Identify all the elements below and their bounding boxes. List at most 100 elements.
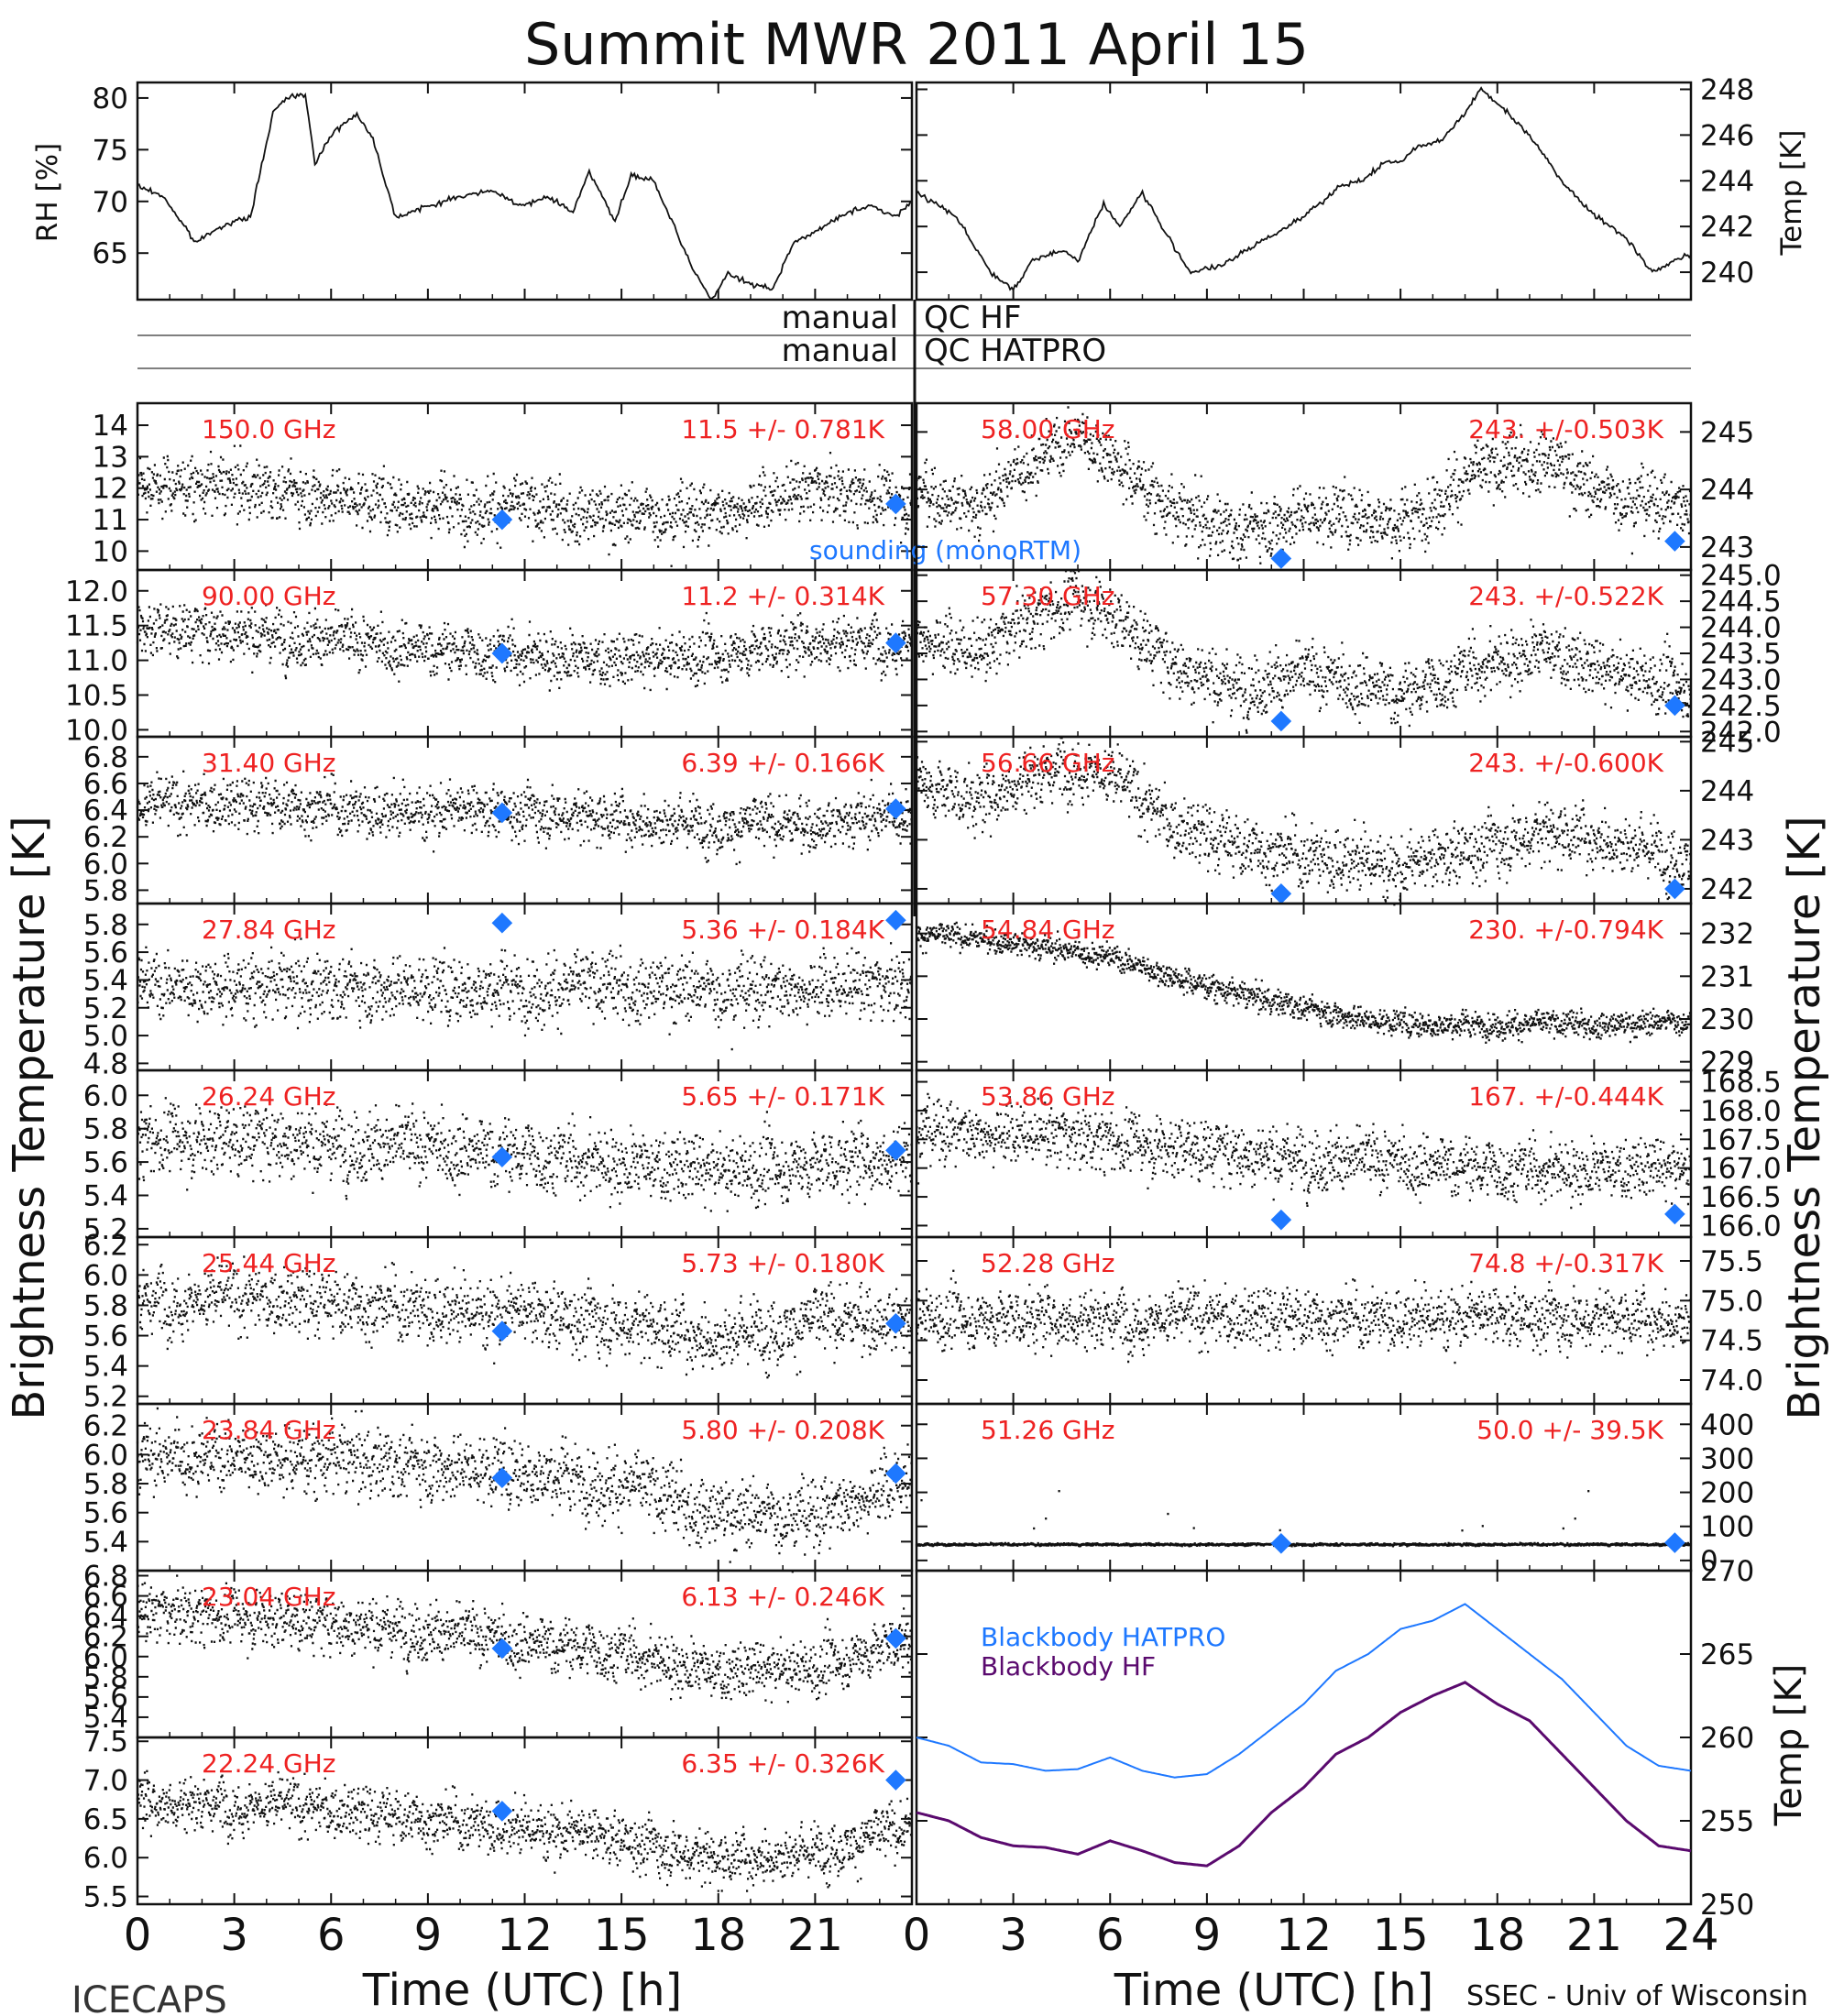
- x-tick-label: 18: [690, 1910, 746, 1961]
- channel-label: 22.24 GHz: [202, 1748, 336, 1779]
- sounding-marker: [885, 1769, 906, 1791]
- y-tick-label: 300: [1700, 1442, 1754, 1475]
- rh-axis-label: RH [%]: [31, 143, 64, 242]
- y-tick-label: 243: [1700, 531, 1754, 564]
- y-tick-label: 230: [1700, 1003, 1754, 1036]
- sounding-marker: [1270, 548, 1292, 569]
- panel-f5484: 229 230 231 232 54.84 GHz 230. +/-0.794K: [915, 902, 1754, 1079]
- data-points: [136, 1255, 913, 1379]
- y-tick-label: 244: [1700, 165, 1754, 198]
- y-tick-label: 6.8: [83, 741, 128, 774]
- y-tick-label: 232: [1700, 918, 1754, 951]
- x-tick-label: 3: [999, 1910, 1027, 1961]
- channel-stat: 230. +/-0.794K: [1468, 915, 1663, 945]
- y-tick-label: 65: [93, 237, 128, 270]
- qc-hatpro-label: QC HATPRO: [924, 333, 1106, 369]
- panel-f5666: 242 243 244 245 56.66 GHz 243. +/-0.600K: [915, 726, 1754, 906]
- y-tick-label: 11.5: [65, 610, 128, 643]
- sounding-marker: [1664, 695, 1685, 717]
- y-tick-label: 229: [1700, 1046, 1754, 1079]
- sounding-marker: [491, 1320, 513, 1342]
- sounding-marker: [491, 802, 513, 824]
- y-tick-label: 244: [1700, 775, 1754, 808]
- y-tick-label: 5.8: [83, 1468, 128, 1501]
- x-tick-label: 12: [497, 1910, 553, 1961]
- channel-label: 57.30 GHz: [981, 581, 1115, 611]
- y-tick-label: 6.6: [83, 1581, 128, 1614]
- y-tick-label: 6.0: [83, 1079, 128, 1112]
- temp-panel: 240 242 244 246 248 Temp [K]: [915, 73, 1808, 301]
- channel-stat: 11.5 +/- 0.781K: [681, 414, 884, 444]
- y-tick-label: 7.0: [83, 1765, 128, 1798]
- y-tick-label: 245: [1700, 726, 1754, 759]
- y-tick-label: 10.0: [65, 714, 128, 747]
- data-points: [136, 770, 913, 866]
- y-tick-label: 6.5: [83, 1803, 128, 1836]
- y-tick-label: 200: [1700, 1477, 1754, 1510]
- y-tick-label: 6.2: [83, 821, 128, 854]
- y-tick-label: 74.0: [1700, 1364, 1763, 1397]
- channel-label: 23.84 GHz: [202, 1415, 336, 1445]
- data-points: [915, 1490, 1692, 1548]
- y-tick-label: 75: [93, 134, 128, 167]
- x-axis-label-left: Time (UTC) [h]: [362, 1965, 682, 2016]
- x-tick-label: 9: [1193, 1910, 1222, 1961]
- channel-stat: 5.80 +/- 0.208K: [681, 1415, 884, 1445]
- x-tick-label: 0: [903, 1910, 931, 1961]
- y-tick-label: 5.8: [83, 874, 128, 907]
- y-tick-label: 5.5: [83, 1881, 128, 1914]
- footer-right: SSEC - Univ of Wisconsin: [1466, 1980, 1808, 2012]
- channel-stat: 243. +/-0.503K: [1468, 414, 1663, 444]
- y-tick-label: 166.5: [1700, 1181, 1782, 1214]
- x-tick-label: 0: [124, 1910, 152, 1961]
- x-tick-label: 21: [1566, 1910, 1622, 1961]
- y-tick-label: 74.5: [1700, 1325, 1763, 1358]
- y-tick-label: 5.4: [83, 1180, 128, 1213]
- figure-title: Summit MWR 2011 April 15: [524, 11, 1309, 78]
- sounding-marker: [1664, 531, 1685, 552]
- channel-label: 58.00 GHz: [981, 414, 1115, 444]
- y-tick-label: 242.0: [1700, 716, 1782, 749]
- channel-stat: 6.35 +/- 0.326K: [681, 1748, 884, 1779]
- channel-stat: 6.39 +/- 0.166K: [681, 748, 884, 778]
- y-tick-label: 12.0: [65, 575, 128, 608]
- channel-label: 53.86 GHz: [981, 1081, 1115, 1112]
- panel-f90: 10.010.511.011.512.0 90.00 GHz 11.2 +/- 0.…: [65, 568, 914, 747]
- y-tick-label: 6.4: [83, 1601, 128, 1634]
- channel-label: 51.26 GHz: [981, 1415, 1115, 1445]
- y-tick-label: 5.8: [83, 1289, 128, 1322]
- y-tick-label: 70: [93, 186, 128, 219]
- sounding-marker: [1270, 1209, 1292, 1231]
- y-tick-label: 242.5: [1700, 690, 1782, 723]
- y-tick-label: 6.0: [83, 1259, 128, 1292]
- x-tick-label: 24: [1663, 1910, 1718, 1961]
- rh-panel: 65 70 75 80 RH [%]: [31, 81, 914, 301]
- y-tick-label: 75.5: [1700, 1245, 1763, 1278]
- y-tick-label: 6.0: [83, 1842, 128, 1875]
- y-tick-label: 100: [1700, 1511, 1754, 1544]
- y-tick-label: 10: [93, 535, 128, 568]
- y-tick-label: 5.8: [83, 1113, 128, 1146]
- data-points: [915, 921, 1692, 1044]
- y-tick-label: 231: [1700, 960, 1754, 993]
- y-tick-label: 6.4: [83, 794, 128, 827]
- legend-hf: Blackbody HF: [981, 1651, 1156, 1682]
- temp-axis-label: Temp [K]: [1775, 130, 1808, 257]
- panel-f2624: 5.25.45.65.86.0 26.24 GHz 5.65 +/- 0.171K: [83, 1068, 914, 1246]
- series-line: [916, 86, 1692, 292]
- data-points: [136, 603, 913, 692]
- y-tick-label: 248: [1700, 73, 1754, 106]
- y-tick-label: 167.5: [1700, 1123, 1782, 1156]
- channel-label: 54.84 GHz: [981, 915, 1115, 945]
- channel-stat: 243. +/-0.522K: [1468, 581, 1663, 611]
- channel-label: 56.66 GHz: [981, 748, 1115, 778]
- y-tick-label: 245: [1700, 416, 1754, 449]
- sounding-marker: [885, 1463, 906, 1485]
- y-tick-label: 240: [1700, 257, 1754, 290]
- y-tick-label: 5.6: [83, 1320, 128, 1353]
